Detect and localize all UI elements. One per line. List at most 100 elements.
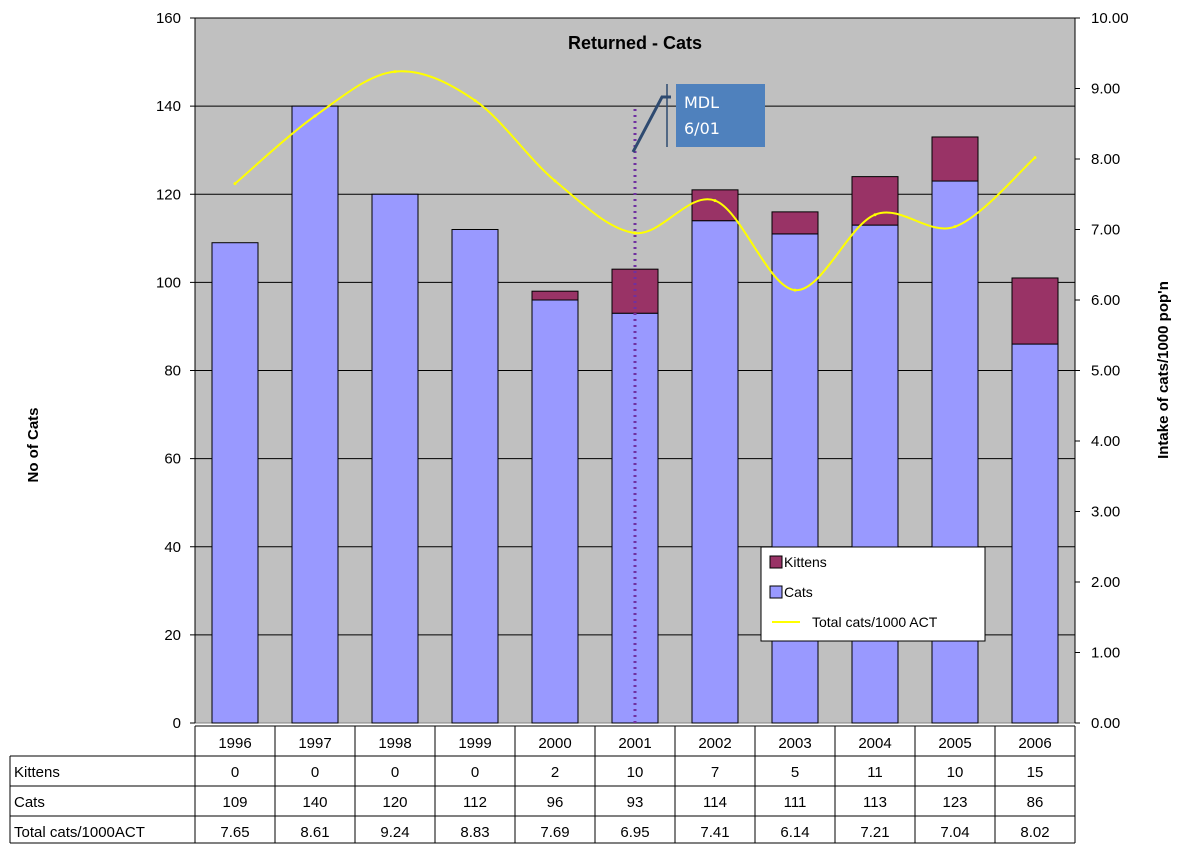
table-row-cats-cell: 109 <box>222 794 247 811</box>
table-row-total-cell: 8.61 <box>300 824 329 841</box>
table-row-kittens-cell: 11 <box>867 764 883 781</box>
table-row-total-cell: 6.95 <box>620 824 649 841</box>
bar-kittens <box>531 290 579 301</box>
y-axis-right-title: Intake of cats/1000 pop'n <box>1155 281 1172 459</box>
table-row-total-cell: 7.04 <box>940 824 969 841</box>
line-point <box>1033 156 1037 160</box>
table-row-kittens-cell: 10 <box>947 764 964 781</box>
x-tick-label: 2000 <box>538 735 571 752</box>
bar-kittens <box>691 189 739 222</box>
bar-cats <box>211 242 259 724</box>
chart-title: Returned - Cats <box>568 33 702 53</box>
x-tick-label: 2004 <box>858 735 891 752</box>
line-point <box>473 98 477 102</box>
table-row-kittens-label: Kittens <box>14 764 60 781</box>
table-row-kittens-cell: 2 <box>551 764 559 781</box>
bar-kittens <box>1011 277 1059 345</box>
bar-cats <box>451 229 499 724</box>
table-row-cats-cell: 114 <box>703 794 727 811</box>
x-tick-label: 2001 <box>618 735 651 752</box>
table-row-total-cell: 8.83 <box>460 824 489 841</box>
x-tick-label: 1998 <box>378 735 411 752</box>
line-point <box>713 199 717 203</box>
table-row-cats-cell: 140 <box>302 794 327 811</box>
callout-leader <box>631 95 671 153</box>
y-tick-label: 160 <box>156 10 181 27</box>
table-row-cats-cell: 112 <box>463 794 487 811</box>
y-right-tick-label: 6.00 <box>1091 292 1120 309</box>
line-point <box>553 179 557 183</box>
line-total-cats <box>234 70 1036 292</box>
table-row-cats-label: Cats <box>14 794 45 811</box>
y-right-tick-label: 5.00 <box>1091 363 1120 380</box>
callout-box <box>676 84 765 147</box>
y-right-tick-label: 2.00 <box>1091 574 1120 591</box>
y-right-tick-label: 10.00 <box>1091 10 1129 27</box>
table-row-total-label: Total cats/1000ACT <box>14 824 145 841</box>
table-row-total-cell: 8.02 <box>1020 824 1049 841</box>
bar-cats <box>851 224 899 724</box>
table-row-cats-cell: 93 <box>627 794 644 811</box>
table-row-total-cell: 7.21 <box>860 824 889 841</box>
line-point <box>873 213 877 217</box>
y-tick-label: 20 <box>164 627 181 644</box>
bar-cats <box>371 193 419 724</box>
table-row-total-cell: 7.65 <box>220 824 249 841</box>
line-point <box>793 288 797 292</box>
bar-cats <box>1011 343 1059 724</box>
bar-kittens <box>851 176 899 226</box>
y-tick-label: 80 <box>164 363 181 380</box>
table-row-kittens-cell: 0 <box>311 764 319 781</box>
table-row-kittens-cell: 0 <box>231 764 239 781</box>
bar-cats <box>531 299 579 724</box>
y-right-tick-label: 3.00 <box>1091 504 1120 521</box>
y-tick-label: 100 <box>156 274 181 291</box>
bar-kittens <box>771 211 819 235</box>
table-row-cats-cell: 123 <box>942 794 967 811</box>
callout-text: 6/01 <box>684 119 720 138</box>
table-row-kittens-cell: 10 <box>627 764 644 781</box>
x-tick-label: 1996 <box>218 735 251 752</box>
y-right-tick-label: 1.00 <box>1091 645 1120 662</box>
table-row-total-cell: 6.14 <box>780 824 809 841</box>
bar-kittens <box>931 136 979 182</box>
line-point <box>953 225 957 229</box>
table-row-cats-cell: 96 <box>547 794 564 811</box>
y-tick-label: 0 <box>173 715 181 732</box>
x-tick-label: 1997 <box>298 735 331 752</box>
y-axis-title: No of Cats <box>25 408 42 483</box>
legend-swatch-cats <box>769 585 783 599</box>
bar-cats <box>691 220 739 724</box>
y-right-tick-label: 9.00 <box>1091 81 1120 98</box>
table-row-kittens-cell: 0 <box>471 764 479 781</box>
bar-cats <box>931 180 979 724</box>
table-row-total-cell: 7.41 <box>700 824 729 841</box>
y-tick-label: 40 <box>164 539 181 556</box>
y-right-tick-label: 4.00 <box>1091 433 1120 450</box>
table-row-cats-cell: 86 <box>1027 794 1044 811</box>
bar-cats <box>291 105 339 724</box>
table-row-total-cell: 7.69 <box>540 824 569 841</box>
table-row-cats-cell: 111 <box>784 794 807 811</box>
table-row-kittens-cell: 15 <box>1027 764 1044 781</box>
x-tick-label: 2005 <box>938 735 971 752</box>
table-row-total-cell: 9.24 <box>380 824 409 841</box>
y-tick-label: 140 <box>156 98 181 115</box>
line-point <box>233 182 237 186</box>
y-right-tick-label: 8.00 <box>1091 151 1120 168</box>
line-point <box>633 231 637 235</box>
legend <box>760 546 986 642</box>
y-right-tick-label: 0.00 <box>1091 715 1120 732</box>
y-tick-label: 60 <box>164 451 181 468</box>
x-tick-label: 2002 <box>698 735 731 752</box>
table-row-kittens-cell: 7 <box>711 764 719 781</box>
legend-label-kittens: Kittens <box>784 554 827 570</box>
table-row-kittens-cell: 5 <box>791 764 799 781</box>
legend-label-cats: Cats <box>784 584 813 600</box>
bar-cats <box>771 233 819 724</box>
legend-label-line: Total cats/1000 ACT <box>812 614 938 630</box>
line-point <box>313 114 317 118</box>
table-row-kittens-cell: 0 <box>391 764 399 781</box>
table-row-cats-cell: 113 <box>863 794 887 811</box>
